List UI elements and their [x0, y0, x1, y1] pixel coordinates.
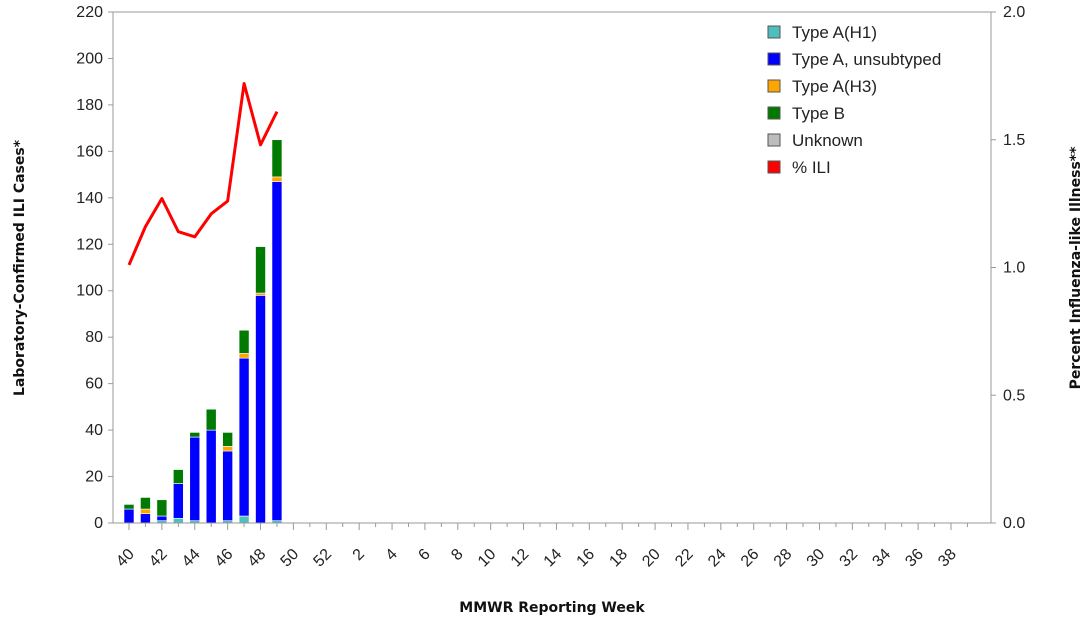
left-tick-label: 100 [76, 283, 103, 300]
bar-segment [140, 497, 151, 510]
x-tick-label: 24 [705, 546, 730, 571]
x-tick-label: 52 [311, 546, 336, 571]
right-tick-label: 1.0 [1003, 260, 1025, 277]
bar-segment [173, 483, 184, 519]
x-axis-title: MMWR Reporting Week [459, 600, 645, 616]
bar-segment [123, 508, 135, 524]
x-tick-label: 34 [869, 546, 894, 571]
bar-segment [205, 429, 217, 524]
bar-segment [189, 432, 201, 438]
left-tick-label: 180 [76, 97, 103, 114]
x-tick-label: 2 [350, 546, 368, 564]
bar-segment [271, 139, 283, 178]
bar-segment [271, 176, 283, 182]
x-tick-label: 10 [475, 546, 500, 571]
legend-swatch [767, 133, 781, 147]
x-tick-label: 12 [508, 546, 533, 571]
left-axis: 0 20 40 60 80 100 120 140 160 180 200 220 [76, 4, 114, 532]
left-tick-label: 120 [76, 236, 103, 253]
y2-axis-title: Percent Influenza-like Illness** [1068, 146, 1084, 390]
legend-swatch [767, 160, 781, 174]
right-tick-label: 1.5 [1003, 132, 1025, 149]
legend-label: % ILI [792, 158, 831, 177]
bar-segment [238, 515, 250, 524]
left-tick-label: 40 [85, 422, 103, 439]
x-tick-label: 16 [574, 546, 599, 571]
left-tick-label: 20 [85, 469, 103, 486]
x-tick-label: 40 [113, 546, 138, 571]
y-axis-title: Laboratory-Confirmed ILI Cases* [12, 139, 28, 396]
x-tick-label: 50 [278, 546, 303, 571]
bar-segment [222, 450, 233, 521]
bar-segment [238, 353, 250, 359]
legend: Type A(H1) Type A, unsubtyped Type A(H3) Ty… [767, 23, 941, 177]
bar-segment [140, 513, 151, 524]
bar-segment [189, 436, 201, 521]
right-tick-label: 2.0 [1003, 4, 1025, 21]
ili-line [127, 82, 279, 266]
right-tick-label: 0.0 [1003, 515, 1025, 532]
bar-segment [222, 432, 233, 447]
right-tick-label: 0.5 [1003, 387, 1025, 404]
left-tick-label: 0 [94, 515, 103, 532]
x-tick-label: 48 [245, 546, 270, 571]
left-tick-label: 80 [85, 329, 103, 346]
x-tick-label: 26 [738, 546, 763, 571]
bar-segment [222, 446, 233, 452]
right-axis: 0.0 0.5 1.0 1.5 2.0 [990, 4, 1025, 532]
bar-segment [156, 515, 168, 521]
bar-segment [123, 504, 135, 510]
x-tick-label: 6 [415, 546, 433, 564]
x-axis: 40 42 44 46 48 50 52 2 4 6 8 10 12 14 16 18 20 22 24 26 28 30… [113, 522, 991, 571]
legend-label: Type A(H3) [792, 77, 877, 96]
bar-segment [173, 469, 184, 484]
legend-swatch [767, 106, 781, 120]
bars-layer [123, 139, 283, 524]
bar-segment [156, 499, 168, 517]
bar-segment [140, 508, 151, 515]
left-tick-label: 60 [85, 376, 103, 393]
x-tick-label: 28 [771, 546, 796, 571]
x-tick-label: 42 [146, 546, 171, 571]
left-tick-label: 160 [76, 143, 103, 160]
ili-line-layer [127, 82, 279, 266]
bar-segment [173, 518, 184, 524]
x-tick-label: 14 [541, 546, 566, 571]
x-tick-label: 20 [639, 546, 664, 571]
left-tick-label: 220 [76, 4, 103, 21]
legend-label: Type A(H1) [792, 23, 877, 42]
legend-swatch [767, 25, 781, 39]
x-tick-label: 38 [935, 546, 960, 571]
x-tick-label: 4 [383, 546, 401, 564]
bar-segment [255, 246, 266, 294]
bar-segment [271, 181, 283, 521]
legend-swatch [767, 79, 781, 93]
x-tick-label: 8 [448, 546, 466, 564]
x-tick-label: 22 [672, 546, 697, 571]
left-tick-label: 200 [76, 50, 103, 67]
legend-label: Type B [792, 104, 845, 123]
bar-segment [255, 292, 266, 296]
left-tick-label: 140 [76, 190, 103, 207]
legend-label: Type A, unsubtyped [792, 50, 941, 69]
x-tick-label: 36 [902, 546, 927, 571]
bar-segment [205, 408, 217, 431]
x-tick-label: 18 [606, 546, 631, 571]
legend-swatch [767, 52, 781, 66]
x-tick-label: 44 [179, 546, 204, 571]
x-tick-label: 30 [804, 546, 829, 571]
x-tick-label: 32 [837, 546, 862, 571]
bar-segment [238, 357, 250, 517]
bar-segment [238, 329, 250, 354]
bar-segment [255, 295, 266, 524]
legend-label: Unknown [792, 131, 863, 150]
x-tick-label: 46 [212, 546, 237, 571]
